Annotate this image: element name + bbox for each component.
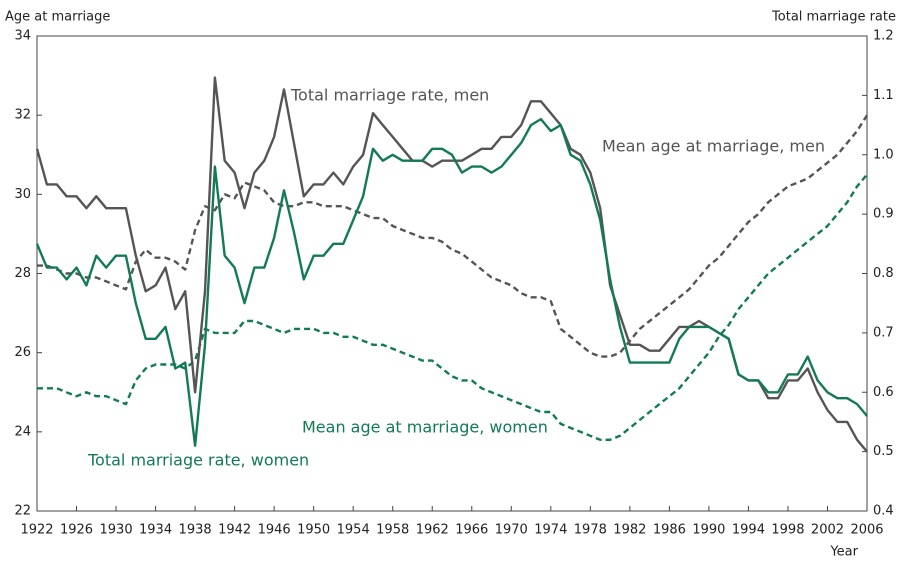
x-tick-label: 1986 [653,523,686,538]
y2-tick-label: 0.4 [873,504,894,519]
x-tick-label: 1982 [613,523,646,538]
x-tick-label: 1998 [771,523,804,538]
series-line [37,173,868,441]
x-tick-label: 1934 [139,523,172,538]
series-line [35,76,868,453]
y2-tick-label: 0.6 [873,385,894,400]
x-tick-label: 1930 [100,523,133,538]
x-tick-label: 1946 [258,523,291,538]
x-tick-label: 1994 [732,523,765,538]
y-axis-title: Age at marriage [5,10,110,25]
series-label: Mean age at marriage, women [302,418,548,437]
y2-tick-label: 1.1 [873,88,894,103]
y-tick-label: 28 [14,266,31,281]
y2-tick-label: 1.0 [873,147,894,162]
x-tick-label: 1970 [495,523,528,538]
x-tick-label: 1990 [692,523,725,538]
y2-tick-label: 0.8 [873,266,894,281]
x-tick-label: 1922 [20,523,53,538]
x-tick-label: 1962 [416,523,449,538]
x-tick-label: 1978 [574,523,607,538]
y-tick-label: 30 [14,187,31,202]
y2-tick-label: 1.2 [873,29,894,44]
x-tick-label: 1942 [218,523,251,538]
x-tick-label: 1966 [455,523,488,538]
y-tick-label: 24 [14,424,31,439]
x-tick-label: 1954 [337,523,370,538]
x-tick-label: 1958 [376,523,409,538]
series-line [35,117,868,447]
x-tick-label: 1938 [179,523,212,538]
y2-axis-title: Total marriage rate [771,10,896,25]
y-tick-label: 34 [14,29,31,44]
y-tick-label: 32 [14,108,31,123]
series-label: Total marriage rate, men [290,86,489,105]
y2-tick-label: 0.5 [873,444,894,459]
series-label: Total marriage rate, women [87,451,309,470]
x-tick-label: 1926 [60,523,93,538]
y-tick-label: 26 [14,345,31,360]
x-tick-label: 2002 [811,523,844,538]
x-tick-label: 1974 [534,523,567,538]
x-tick-label: 2006 [850,523,883,538]
x-axis-title: Year [829,545,858,560]
x-tick-label: 1950 [297,523,330,538]
series-label: Mean age at marriage, men [602,137,825,156]
y-tick-label: 22 [14,504,31,519]
series-line [37,114,869,358]
y2-tick-label: 0.7 [873,325,894,340]
y2-tick-label: 0.9 [873,207,894,222]
